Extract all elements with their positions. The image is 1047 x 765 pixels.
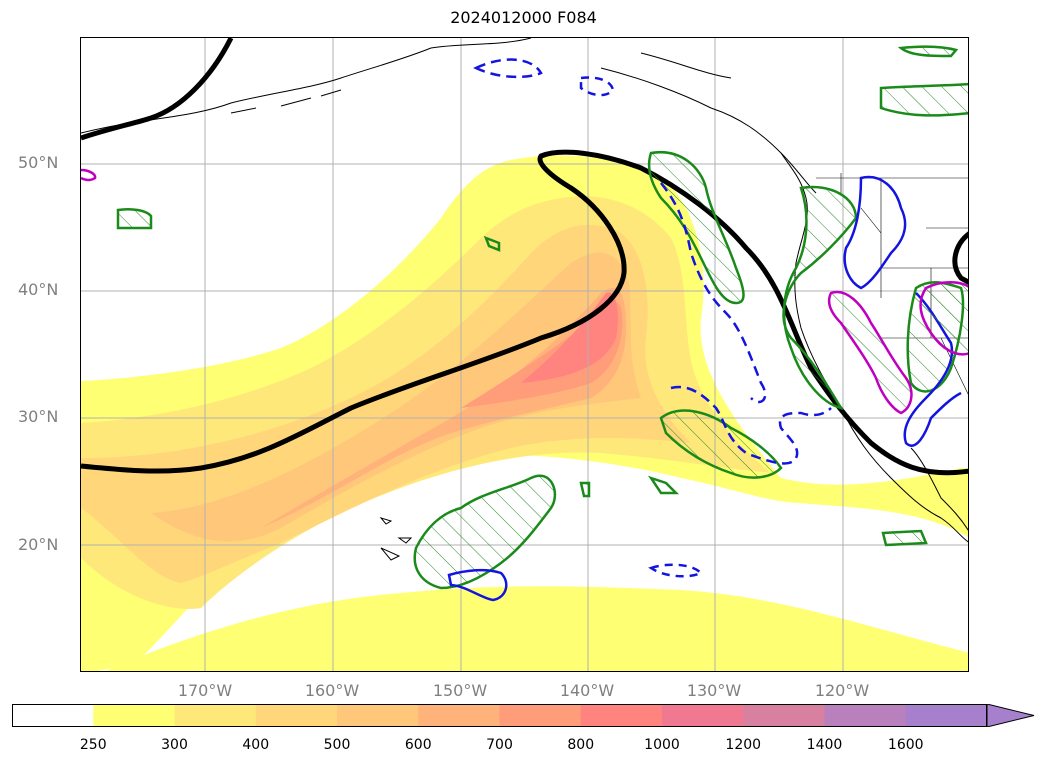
colorbar-segment bbox=[418, 704, 500, 727]
colorbar-segment bbox=[743, 704, 825, 727]
blue-dashed-north2 bbox=[579, 76, 615, 97]
green-nc bbox=[897, 45, 959, 58]
green-small-4 bbox=[483, 235, 501, 252]
colorbar-segment bbox=[905, 704, 988, 727]
colorbar-tick-label: 1600 bbox=[887, 737, 924, 753]
field-level-250-south bbox=[105, 586, 968, 671]
blue-dashed-north bbox=[473, 58, 543, 79]
lon-label-140w: 140°W bbox=[559, 681, 615, 700]
map-panel bbox=[80, 37, 969, 672]
map-canvas bbox=[81, 38, 968, 671]
colorbar-tick-label: 250 bbox=[79, 737, 107, 753]
colorbar-outline bbox=[12, 704, 987, 727]
colorbar-tick-label: 1200 bbox=[725, 737, 762, 753]
green-small-2 bbox=[116, 208, 153, 230]
colorbar-segment bbox=[499, 704, 582, 727]
graticule bbox=[81, 38, 968, 671]
magenta-inland bbox=[827, 290, 913, 415]
map-title: 2024012000 F084 bbox=[450, 8, 597, 27]
lat-label-20: 20°N bbox=[18, 535, 59, 554]
colorbar-segment bbox=[662, 704, 744, 727]
green-coast-ne bbox=[647, 150, 745, 305]
baja-coast bbox=[910, 447, 968, 531]
lat-label-50: 50°N bbox=[18, 153, 59, 172]
colorbar-segment bbox=[824, 704, 907, 727]
green-offshore bbox=[659, 409, 783, 479]
blue-dashed-coast bbox=[660, 182, 767, 404]
field-level-500 bbox=[151, 252, 641, 542]
lon-label-160w: 160°W bbox=[304, 681, 360, 700]
colorbar-tick-label: 300 bbox=[161, 737, 188, 753]
colorbar-tick-label: 1400 bbox=[806, 737, 843, 753]
blue-solid-hawaii bbox=[447, 568, 508, 602]
green-small-5 bbox=[579, 481, 591, 498]
magenta-contours bbox=[81, 168, 968, 415]
magenta-west bbox=[81, 168, 97, 182]
coastlines bbox=[81, 38, 968, 561]
colorbar-segment bbox=[174, 704, 257, 727]
colorbar-segment bbox=[93, 704, 175, 727]
blue-solid-inland bbox=[843, 175, 907, 290]
black-contour-east bbox=[952, 231, 968, 285]
colorbar bbox=[12, 704, 1035, 727]
green-small-3 bbox=[881, 529, 928, 547]
magenta-east bbox=[919, 281, 968, 356]
green-hawaii-east bbox=[413, 474, 557, 590]
colorbar-segment bbox=[337, 704, 419, 727]
alaska-coast bbox=[81, 38, 817, 194]
colorbar-extend-arrow bbox=[986, 704, 1035, 727]
lon-label-170w: 170°W bbox=[177, 681, 233, 700]
filled-field bbox=[81, 155, 968, 671]
colorbar-tick-label: 400 bbox=[242, 737, 270, 753]
green-contours bbox=[116, 45, 968, 590]
field-level-600 bbox=[261, 287, 626, 528]
green-small-1 bbox=[647, 475, 680, 495]
colorbar-tick-label: 800 bbox=[567, 737, 595, 753]
colorbar-tick-label: 700 bbox=[486, 737, 513, 753]
hawaii-island bbox=[379, 517, 413, 561]
colorbar-tick-label: 500 bbox=[323, 737, 351, 753]
lon-label-130w: 130°W bbox=[686, 681, 742, 700]
colorbar-segment bbox=[255, 704, 338, 727]
aleutians bbox=[230, 89, 342, 114]
blue-dashed-south bbox=[648, 563, 704, 578]
black-contour-north bbox=[81, 38, 234, 141]
colorbar-segments bbox=[12, 704, 988, 727]
blue-dashed-offshore bbox=[670, 385, 832, 465]
colorbar-segment bbox=[580, 704, 663, 727]
lon-label-120w: 120°W bbox=[814, 681, 870, 700]
lat-label-40: 40°N bbox=[18, 280, 59, 299]
colorbar-tick-label: 600 bbox=[404, 737, 432, 753]
green-inland bbox=[782, 185, 858, 410]
colorbar-tick-label: 1000 bbox=[644, 737, 680, 753]
colorbar-segment bbox=[12, 704, 94, 727]
lat-label-30: 30°N bbox=[18, 407, 59, 426]
lon-label-150w: 150°W bbox=[432, 681, 488, 700]
green-ne-corner bbox=[879, 82, 968, 117]
